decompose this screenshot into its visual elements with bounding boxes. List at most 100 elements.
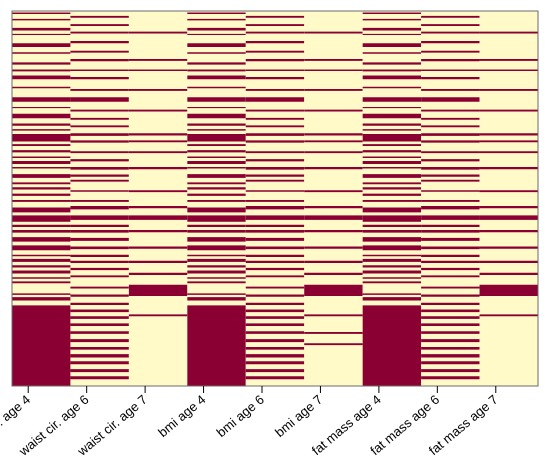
heatmap-cell-missing <box>70 77 129 80</box>
heatmap-cell-missing <box>479 215 538 220</box>
heatmap-cell-missing <box>70 267 129 271</box>
heatmap-cell-missing <box>362 43 422 47</box>
heatmap-cell-missing <box>187 43 246 47</box>
heatmap-cell-missing <box>421 50 480 53</box>
heatmap-cell-missing <box>479 206 538 209</box>
heatmap-cell-missing <box>362 230 422 233</box>
heatmap-cell-missing <box>362 174 422 178</box>
heatmap-cell-missing <box>12 200 71 202</box>
heatmap-cell-missing <box>12 150 71 153</box>
heatmap-cell-missing <box>304 89 363 91</box>
heatmap-cell-missing <box>70 331 129 334</box>
heatmap-cell-missing <box>70 167 129 170</box>
heatmap-cell-missing <box>187 245 246 251</box>
heatmap-cell-missing <box>304 167 363 170</box>
heatmap-cell-missing <box>187 27 246 31</box>
heatmap-cell-missing <box>12 43 71 47</box>
heatmap-cell-missing <box>245 246 305 250</box>
heatmap-cell-missing <box>12 62 71 65</box>
heatmap-cell-missing <box>187 107 246 109</box>
heatmap-cell-missing <box>70 50 129 53</box>
heatmap-cell-missing <box>304 332 363 334</box>
heatmap-cell-missing <box>245 369 305 373</box>
heatmap-cell-missing <box>187 18 246 21</box>
heatmap-cell-missing <box>421 230 480 233</box>
heatmap-cell-missing <box>128 31 188 34</box>
heatmap-cell-missing <box>245 267 305 271</box>
heatmap-cell-missing <box>421 97 480 102</box>
heatmap-cell-missing <box>12 293 71 295</box>
heatmap-cell-missing <box>362 207 422 213</box>
heatmap-cell-missing <box>245 15 305 18</box>
heatmap-cell-missing <box>12 237 71 242</box>
heatmap-cell-missing <box>12 207 71 213</box>
heatmap-plot-area <box>12 11 538 387</box>
heatmap-cell-missing <box>12 156 71 158</box>
heatmap-cell-missing <box>245 215 305 220</box>
heatmap-cell-missing <box>128 59 188 61</box>
heatmap-column-2 <box>70 11 129 386</box>
heatmap-cell-missing <box>70 159 129 162</box>
heatmap-cell-missing <box>12 187 71 190</box>
heatmap-cell-missing <box>187 200 246 202</box>
heatmap-cell-missing <box>421 224 480 227</box>
heatmap-cell-missing <box>304 31 363 34</box>
heatmap-cell-missing <box>362 107 422 109</box>
heatmap-cell-missing <box>70 200 129 202</box>
heatmap-cell-missing <box>70 286 129 289</box>
heatmap-cell-missing <box>187 305 246 387</box>
heatmap-cell-missing <box>187 129 246 131</box>
heatmap-cell-missing <box>245 294 305 297</box>
heatmap-cell-missing <box>12 281 71 284</box>
heatmap-cell-missing <box>362 277 422 279</box>
heatmap-cell-missing <box>70 237 129 241</box>
heatmap-cell-missing <box>421 41 480 44</box>
heatmap-cell-missing <box>421 316 480 319</box>
heatmap-column-3 <box>128 11 188 386</box>
heatmap-cell-missing <box>245 159 305 162</box>
heatmap-cell-missing <box>128 151 188 154</box>
heatmap-cell-missing <box>70 125 129 128</box>
heatmap-cell-missing <box>128 284 188 296</box>
heatmap-cell-missing <box>421 31 480 34</box>
heatmap-cell-missing <box>128 167 188 170</box>
heatmap-cell-missing <box>362 182 422 185</box>
heatmap-cell-missing <box>70 361 129 365</box>
x-tick-label: bmi age 6 <box>214 392 267 440</box>
heatmap-cell-missing <box>128 230 188 233</box>
heatmap-cell-missing <box>187 12 246 14</box>
heatmap-cell-missing <box>187 265 246 268</box>
heatmap-cell-missing <box>70 302 129 305</box>
heatmap-cell-missing <box>362 134 422 142</box>
heatmap-cell-missing <box>128 246 188 249</box>
heatmap-cell-missing <box>245 31 305 34</box>
heatmap-cell-missing <box>70 347 129 350</box>
heatmap-cell-missing <box>187 86 246 89</box>
heatmap-cell-missing <box>12 224 71 227</box>
heatmap-cell-missing <box>245 347 305 350</box>
heatmap-cell-missing <box>421 174 480 177</box>
heatmap-cell-missing <box>187 293 246 295</box>
heatmap-cell-missing <box>187 270 246 274</box>
heatmap-cell-missing <box>304 151 363 154</box>
x-tick-label: bmi age 4 <box>155 392 208 440</box>
heatmap-cell-missing <box>479 59 538 61</box>
heatmap-cell-missing <box>245 323 305 327</box>
heatmap-cell-missing <box>12 18 71 21</box>
heatmap-cell-missing <box>12 174 71 178</box>
heatmap-cell-missing <box>128 133 188 136</box>
heatmap-cell-missing <box>187 123 246 126</box>
heatmap-cell-missing <box>128 314 188 317</box>
heatmap-cell-missing <box>362 12 422 14</box>
heatmap-cell-missing <box>421 89 480 91</box>
heatmap-cell-missing <box>128 206 188 209</box>
heatmap-cell-missing <box>12 270 71 274</box>
heatmap-cell-missing <box>362 265 422 268</box>
heatmap-cell-missing <box>70 117 129 120</box>
heatmap-cell-missing <box>421 275 480 278</box>
heatmap-cell-missing <box>245 206 305 210</box>
heatmap-cell-missing <box>304 59 363 61</box>
heatmap-cell-missing <box>362 200 422 202</box>
heatmap-cell-missing <box>70 354 129 358</box>
heatmap-cell-missing <box>421 77 480 80</box>
